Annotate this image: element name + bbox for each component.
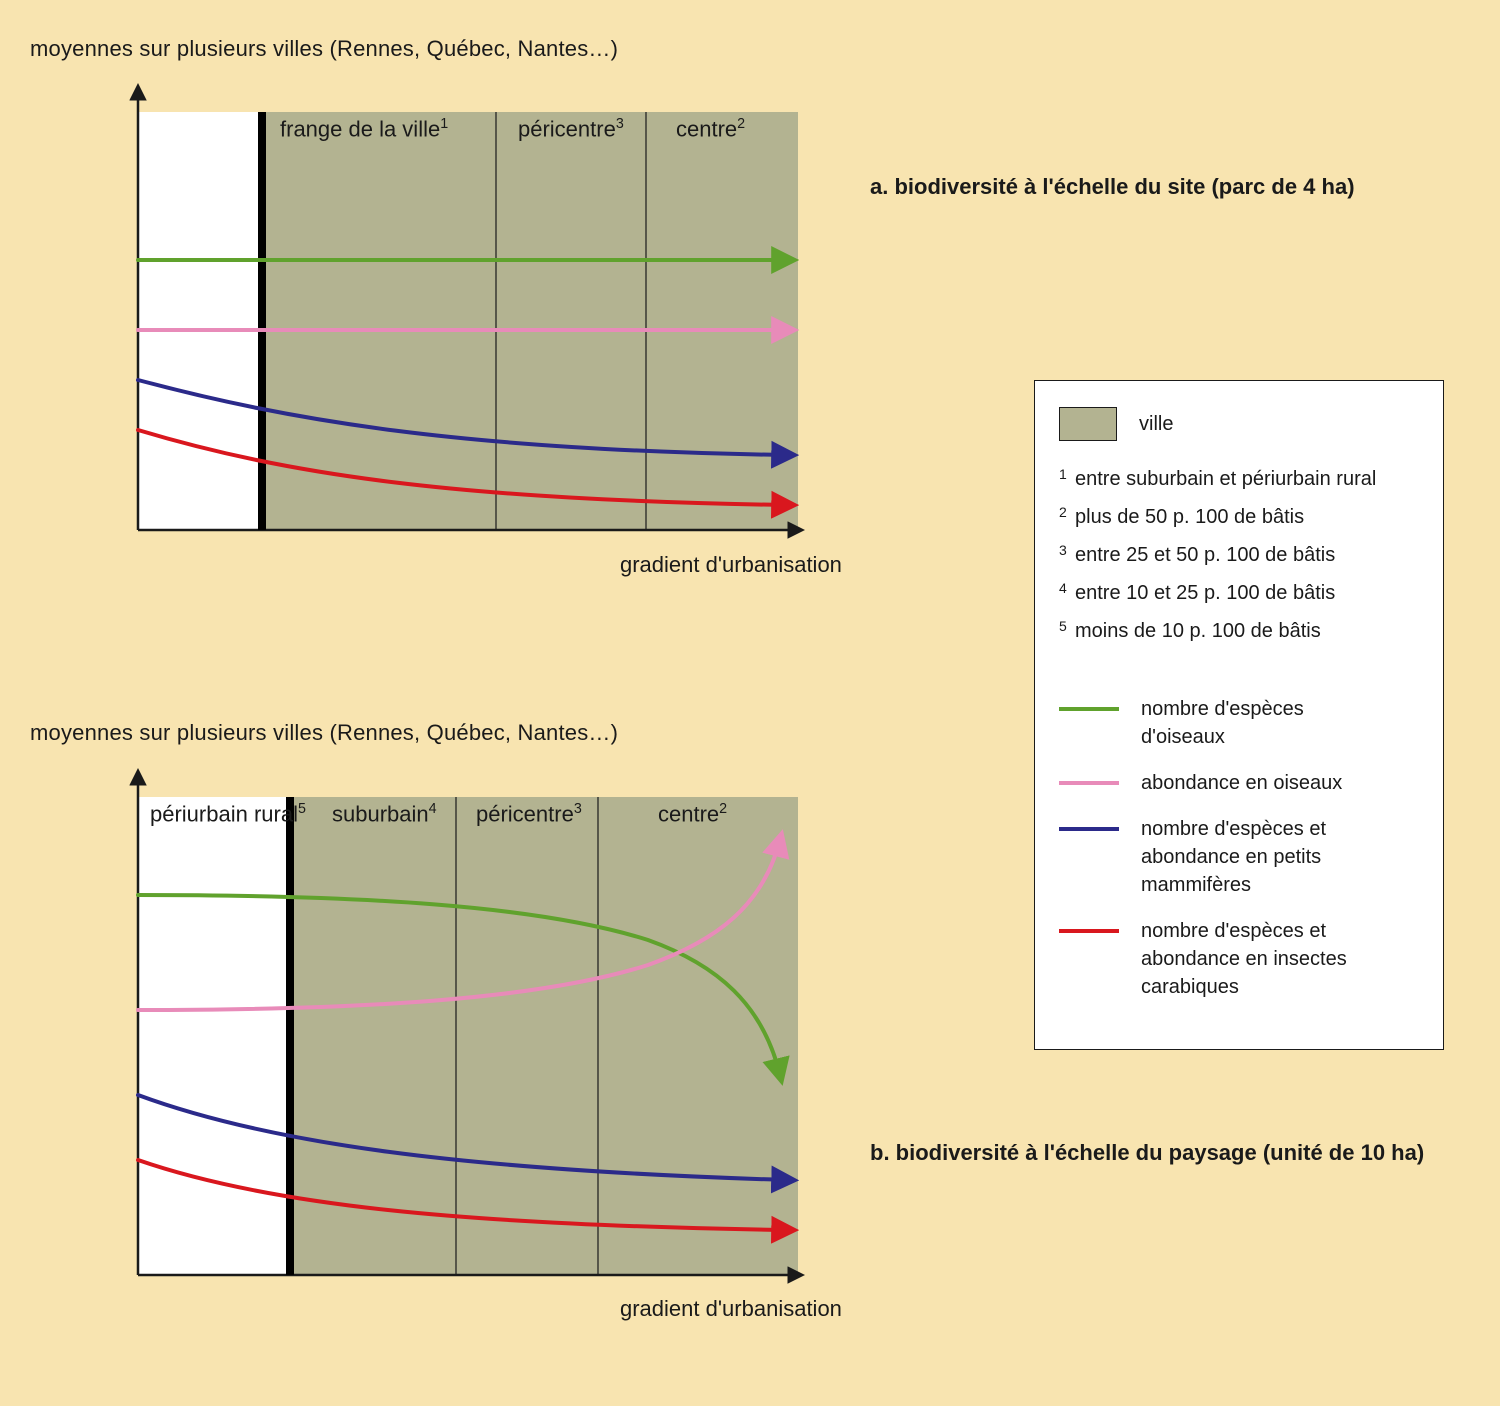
legend-series-row: abondance en oiseaux (1059, 769, 1419, 797)
chart-a-x-axis-label: gradient d'urbanisation (620, 552, 842, 578)
legend-ville-row: ville (1059, 407, 1419, 441)
legend-footnote: 2plus de 50 p. 100 de bâtis (1059, 503, 1419, 531)
legend-series-label: nombre d'espèces et abondance en insecte… (1141, 917, 1391, 1001)
legend-footnote: 4entre 10 et 25 p. 100 de bâtis (1059, 579, 1419, 607)
zone-label: centre2 (658, 801, 727, 827)
chart-a-title: moyennes sur plusieurs villes (Rennes, Q… (30, 36, 618, 62)
legend-ville-label: ville (1139, 410, 1173, 438)
legend-series-swatch (1059, 827, 1119, 831)
chart-b (108, 765, 808, 1305)
legend-series-label: abondance en oiseaux (1141, 769, 1342, 797)
legend-series-label: nombre d'espèces et abondance en petits … (1141, 815, 1391, 899)
legend-series-row: nombre d'espèces d'oiseaux (1059, 695, 1419, 751)
zone-label: périurbain rural5 (150, 801, 306, 827)
legend-series-row: nombre d'espèces et abondance en petits … (1059, 815, 1419, 899)
legend-footnote: 3entre 25 et 50 p. 100 de bâtis (1059, 541, 1419, 569)
ville-region (262, 112, 798, 530)
panel-b-label: b. biodiversité à l'échelle du paysage (… (870, 1140, 1424, 1166)
chart-b-title: moyennes sur plusieurs villes (Rennes, Q… (30, 720, 618, 746)
legend-footnote: 1entre suburbain et périurbain rural (1059, 465, 1419, 493)
legend-box: ville 1entre suburbain et périurbain rur… (1034, 380, 1444, 1050)
chart-a (108, 80, 808, 560)
legend-series-swatch (1059, 781, 1119, 785)
legend-series-label: nombre d'espèces d'oiseaux (1141, 695, 1391, 751)
legend-footnotes: 1entre suburbain et périurbain rural 2plu… (1059, 465, 1419, 645)
rural-region (138, 112, 262, 530)
zone-label: péricentre3 (518, 116, 624, 142)
panel-a-label: a. biodiversité à l'échelle du site (par… (870, 174, 1355, 200)
rural-region (138, 797, 290, 1275)
legend-series-row: nombre d'espèces et abondance en insecte… (1059, 917, 1419, 1001)
zone-label: frange de la ville1 (280, 116, 448, 142)
legend-series-swatch (1059, 929, 1119, 933)
zone-label: centre2 (676, 116, 745, 142)
legend-ville-swatch (1059, 407, 1117, 441)
legend-footnote: 5moins de 10 p. 100 de bâtis (1059, 617, 1419, 645)
zone-label: péricentre3 (476, 801, 582, 827)
legend-series-swatch (1059, 707, 1119, 711)
chart-b-x-axis-label: gradient d'urbanisation (620, 1296, 842, 1322)
page-root: moyennes sur plusieurs villes (Rennes, Q… (0, 0, 1500, 1406)
zone-label: suburbain4 (332, 801, 437, 827)
legend-series: nombre d'espèces d'oiseaux abondance en o… (1059, 695, 1419, 1001)
ville-region (290, 797, 798, 1275)
